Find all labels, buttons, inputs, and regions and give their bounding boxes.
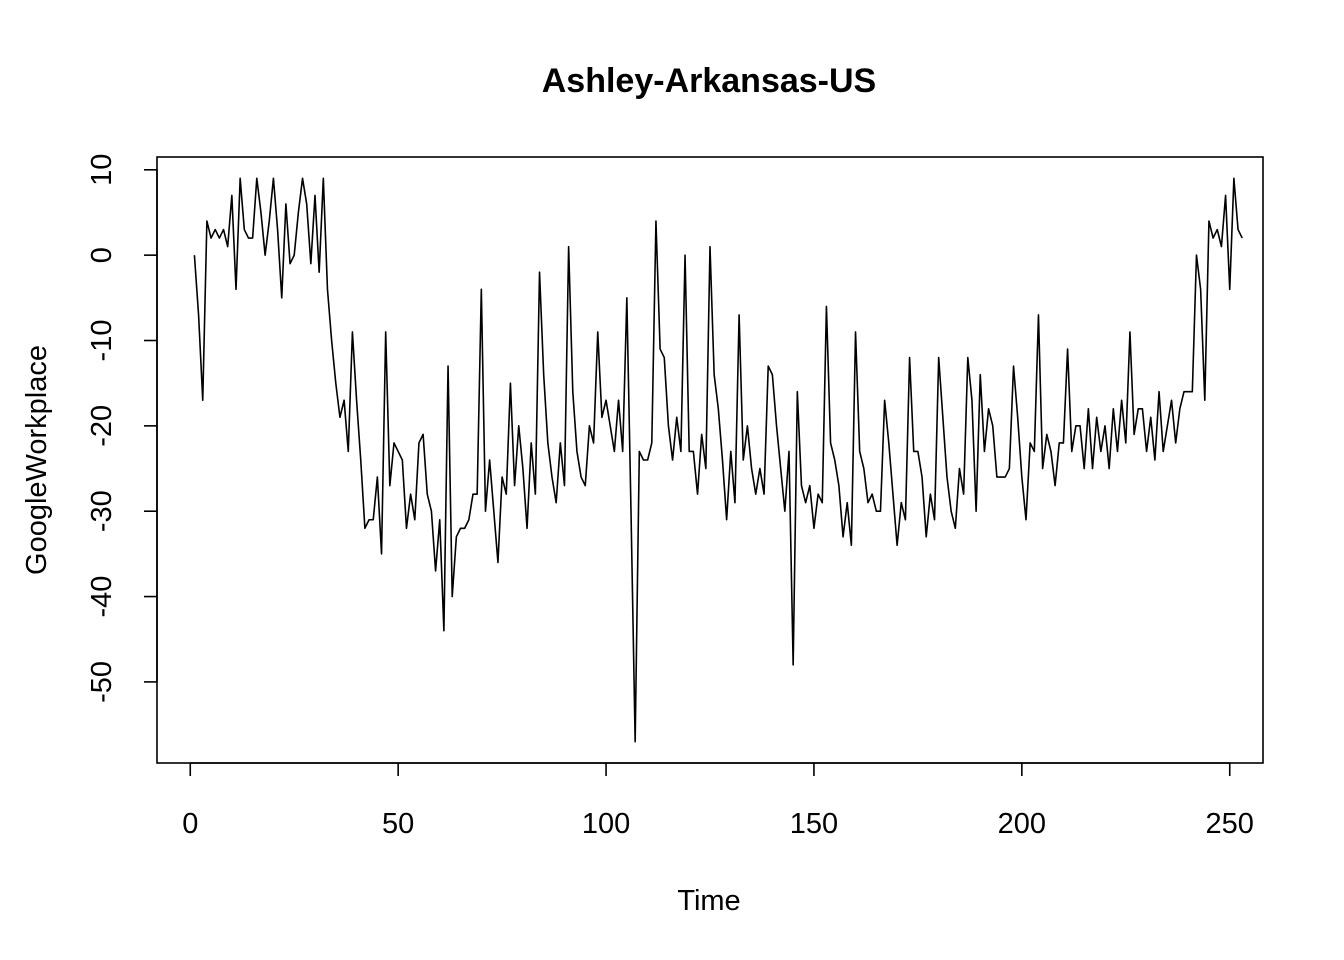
y-tick-label: 10	[86, 154, 118, 186]
chart-title: Ashley-Arkansas-US	[542, 62, 876, 100]
x-tick-label: 250	[1206, 808, 1254, 840]
y-axis-label: GoogleWorkplace	[21, 345, 53, 575]
y-tick-label: -50	[86, 661, 118, 703]
x-tick-label: 150	[790, 808, 838, 840]
y-axis: 10 0 -10 -20 -30 -40 -50	[86, 154, 158, 703]
y-tick-label: 0	[86, 247, 118, 263]
x-axis-label: Time	[677, 885, 740, 917]
series-line	[193, 177, 1243, 743]
x-tick-label: 50	[382, 808, 414, 840]
y-tick-label: -40	[86, 576, 118, 618]
series-layer	[193, 177, 1243, 743]
x-tick-label: 100	[582, 808, 630, 840]
x-axis: 0 50 100 150 200 250	[182, 762, 1254, 840]
x-tick-label: 0	[182, 808, 198, 840]
y-tick-label: -10	[86, 320, 118, 362]
x-tick-label: 200	[998, 808, 1046, 840]
y-tick-label: -20	[86, 405, 118, 447]
y-tick-label: -30	[86, 490, 118, 532]
